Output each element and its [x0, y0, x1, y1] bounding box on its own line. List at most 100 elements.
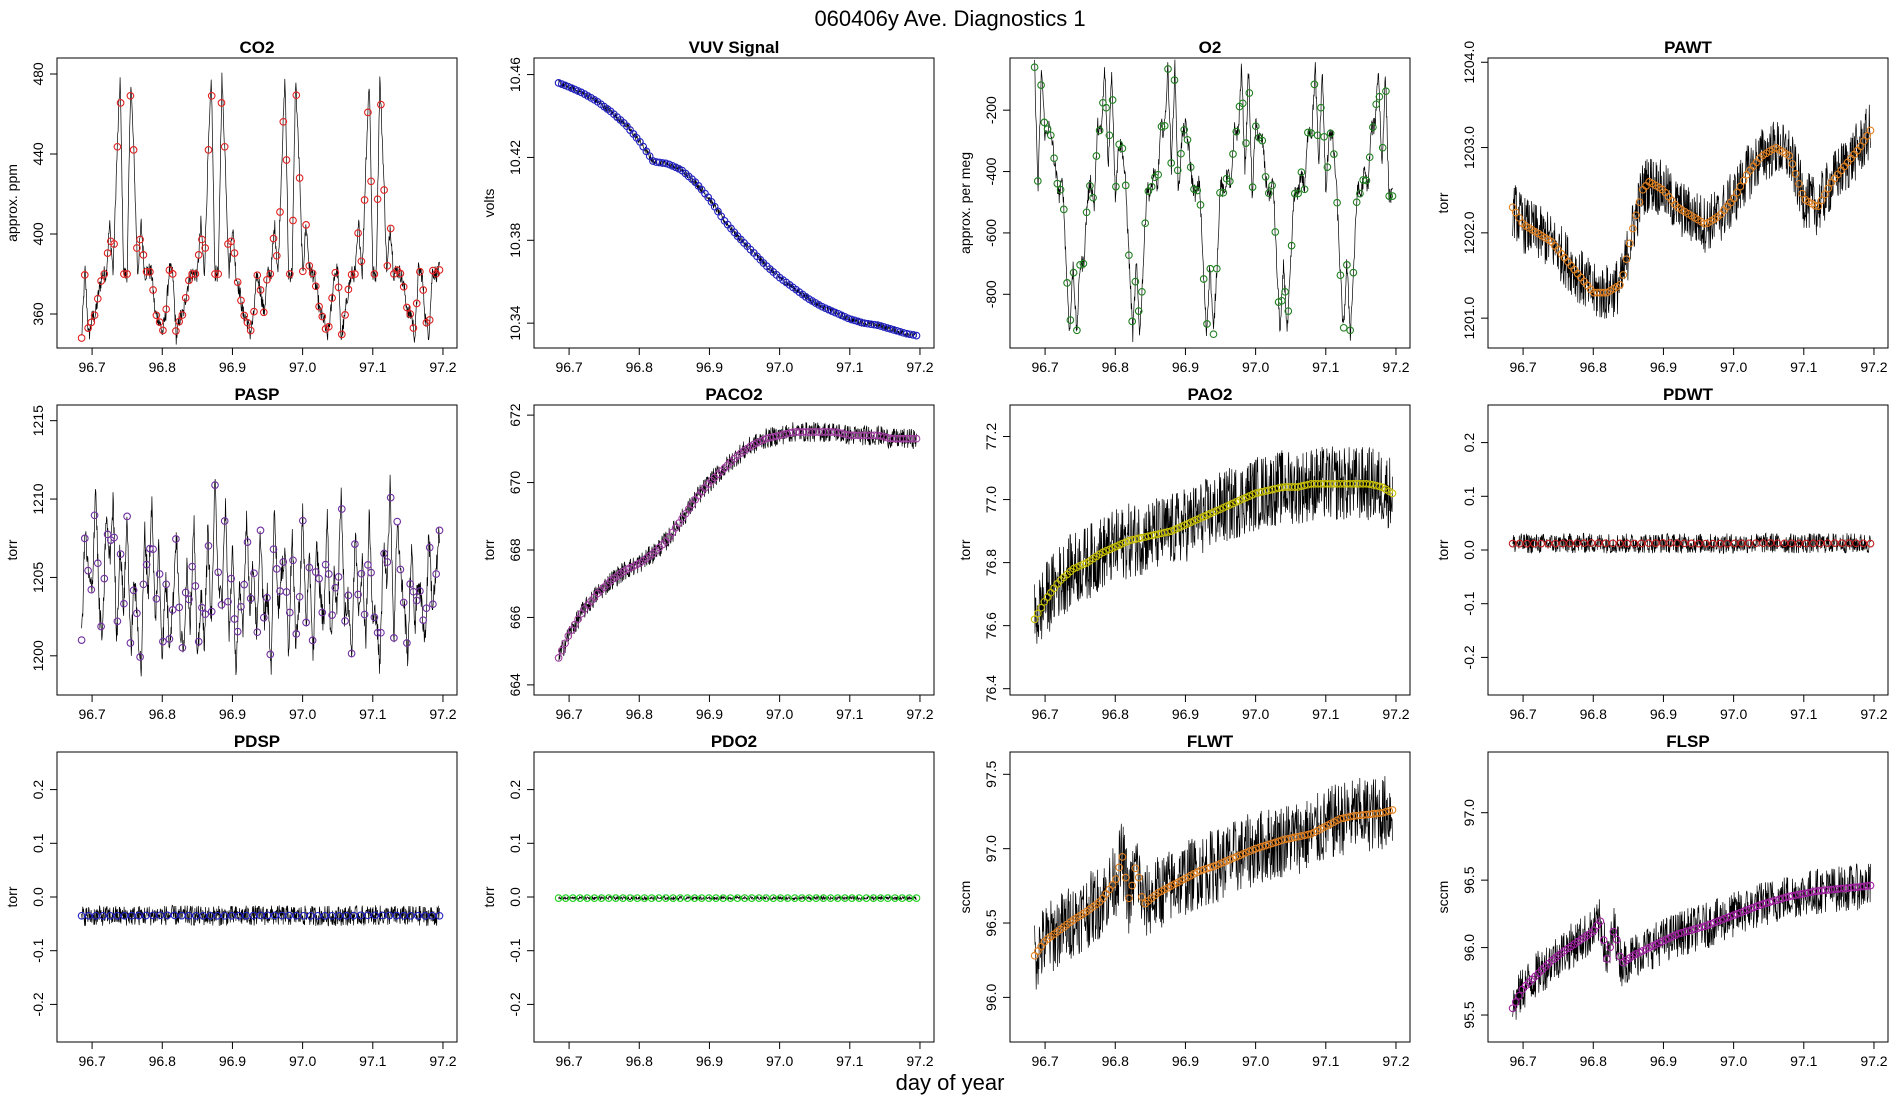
flsp-ytick-label: 96.5 — [1461, 866, 1477, 893]
o2-point — [1076, 261, 1084, 269]
o2-point — [1242, 139, 1250, 147]
vuv-ytick-label: 10.38 — [507, 223, 523, 258]
pasp-point — [162, 580, 171, 589]
o2-point — [1073, 326, 1081, 335]
o2-point — [1287, 241, 1296, 250]
o2-point — [1300, 185, 1309, 194]
pdwt-point — [1766, 539, 1775, 547]
o2-point — [1131, 277, 1140, 286]
paco2-ytick-label: 668 — [507, 538, 523, 562]
pasp-point — [393, 517, 402, 526]
flwt-point — [1245, 847, 1254, 856]
pawt-point — [1798, 189, 1806, 198]
flsp-point — [1736, 908, 1745, 917]
co2-plot-frame — [56, 57, 458, 349]
co2-point — [129, 146, 138, 154]
pao2-xtick-label: 97.0 — [1242, 706, 1269, 722]
pdo2-xtick-label: 96.9 — [696, 1053, 723, 1069]
pasp-xtick-label: 97.2 — [429, 706, 456, 722]
o2-point — [1375, 92, 1384, 101]
pao2-point — [1375, 482, 1384, 491]
pdwt-point — [1723, 539, 1732, 548]
pdwt-point — [1716, 539, 1724, 548]
pao2-xtick-label: 97.2 — [1382, 706, 1409, 722]
pdo2-point — [662, 894, 670, 902]
paco2-xtick-label: 96.7 — [555, 706, 582, 722]
vuv-point — [557, 80, 566, 88]
pawt-point — [1863, 131, 1872, 140]
pdo2-point — [855, 894, 864, 902]
co2-point — [159, 326, 167, 335]
co2-point — [403, 303, 411, 312]
pawt-point — [1632, 211, 1641, 220]
pasp-plot-frame — [56, 404, 458, 696]
pdo2-panel: PDO2 torr 96.7 96.8 96.9 97.0 97.1 97.2 -0.2 -0.1… — [481, 732, 935, 1069]
flwt-point — [1128, 881, 1137, 890]
paco2-point — [567, 626, 576, 634]
o2-ytick-label: -600 — [983, 219, 999, 247]
o2-point — [1245, 89, 1254, 97]
pawt-point — [1733, 188, 1741, 197]
o2-point — [1209, 330, 1218, 339]
paco2-point — [574, 615, 582, 624]
pawt-ytick-label: 1204.0 — [1461, 41, 1477, 84]
pasp-point — [341, 617, 349, 625]
pawt-point — [1785, 151, 1793, 160]
co2-point — [100, 270, 109, 278]
co2-xtick-label: 97.2 — [429, 359, 456, 375]
o2-ytick-label: -400 — [983, 157, 999, 185]
o2-point — [1186, 163, 1195, 172]
o2-point — [1128, 317, 1137, 326]
pasp-point — [207, 607, 216, 616]
pdsp-point — [84, 911, 93, 920]
pasp-point — [201, 610, 210, 619]
pasp-point — [181, 588, 190, 597]
co2-point — [396, 269, 405, 278]
co2-point — [246, 326, 255, 335]
pdwt-point — [1737, 539, 1746, 548]
pdwt-point — [1651, 539, 1660, 547]
pasp-point — [302, 618, 310, 627]
o2-point — [1089, 193, 1097, 202]
pdo2-ytick-label: -0.1 — [507, 938, 523, 962]
paco2-ytick-label: 666 — [507, 606, 523, 630]
pdwt-point — [1580, 539, 1588, 548]
co2-point — [90, 311, 99, 320]
pasp-ylabel: torr — [4, 539, 20, 560]
co2-point — [282, 156, 291, 164]
o2-point — [1248, 183, 1257, 191]
flwt-point — [1229, 854, 1237, 863]
paco2-ytick-label: 670 — [507, 471, 523, 495]
pawt-ytick-label: 1202.0 — [1461, 211, 1477, 254]
pasp-point — [172, 535, 180, 543]
pdo2-raw-trace — [558, 895, 917, 902]
co2-ytick-label: 480 — [30, 62, 46, 86]
pdsp-point — [199, 911, 208, 920]
co2-point — [328, 294, 336, 302]
pawt-xtick-label: 96.7 — [1509, 359, 1536, 375]
co2-point — [146, 268, 154, 276]
pao2-ytick-label: 77.0 — [983, 486, 999, 513]
o2-point — [1339, 323, 1348, 332]
pdsp-point — [421, 911, 429, 920]
o2-point — [1053, 179, 1062, 188]
pdwt-point — [1630, 539, 1639, 548]
o2-point — [1066, 316, 1075, 324]
o2-plot-frame — [1009, 57, 1411, 349]
co2-point — [240, 311, 249, 320]
pdo2-point — [733, 894, 742, 902]
o2-point — [1154, 170, 1163, 179]
pasp-point — [321, 560, 330, 569]
paco2-xtick-label: 97.1 — [836, 706, 863, 722]
co2-point — [373, 195, 382, 204]
pdwt-point — [1515, 539, 1524, 548]
o2-point — [1336, 271, 1345, 280]
pawt-point — [1625, 239, 1634, 248]
co2-point — [80, 271, 89, 279]
pawt-point — [1736, 182, 1745, 191]
co2-point — [188, 270, 197, 278]
pasp-point — [272, 565, 281, 573]
o2-point — [1138, 287, 1146, 296]
co2-point — [214, 270, 223, 278]
o2-point — [1141, 219, 1150, 228]
